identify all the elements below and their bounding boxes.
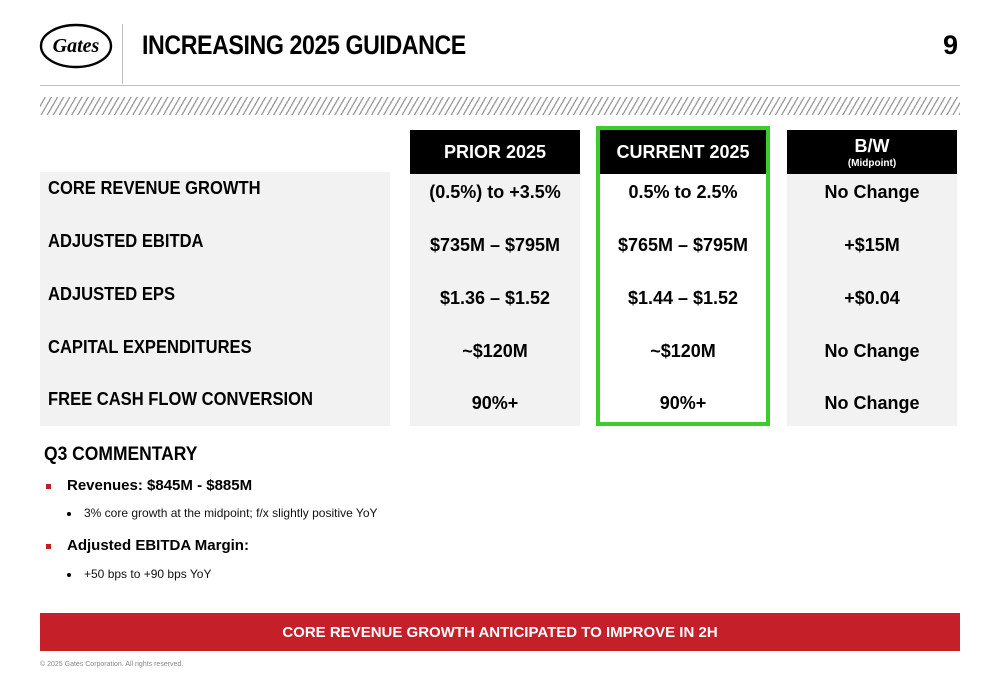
cell-bw-capital-expenditures: No Change [824, 341, 920, 361]
cell-prior-adjusted-eps: $1.36 – $1.52 [439, 288, 551, 308]
column-header-prior-2025: PRIOR 2025 [410, 130, 580, 174]
bullet-dot-icon [67, 573, 71, 577]
row-label-core-revenue-growth: CORE REVENUE GROWTH [48, 178, 261, 198]
column-current-2025: CURRENT 2025 0.5% to 2.5% $765M – $795M … [596, 126, 770, 426]
red-square-bullet-icon [46, 484, 51, 489]
cell-bw-adjusted-ebitda: +$15M [844, 235, 900, 255]
cell-bw-free-cash-flow-conversion: No Change [824, 393, 920, 413]
column-body: (0.5%) to +3.5% $735M – $795M $1.36 – $1… [410, 174, 580, 426]
page-number: 9 [942, 30, 958, 60]
header-rule [40, 85, 960, 86]
column-header-current-2025: CURRENT 2025 [600, 130, 766, 174]
cell-bw-adjusted-eps: +$0.04 [844, 288, 900, 308]
cell-prior-adjusted-ebitda: $735M – $795M [429, 235, 561, 255]
column-header-label: PRIOR 2025 [443, 141, 547, 162]
row-label-free-cash-flow-conversion: FREE CASH FLOW CONVERSION [48, 389, 313, 409]
cell-prior-free-cash-flow-conversion: 90%+ [471, 393, 519, 413]
cell-current-adjusted-eps: $1.44 – $1.52 [627, 288, 739, 308]
commentary-revenues-detail: 3% core growth at the midpoint; f/x slig… [84, 506, 378, 520]
banner-text: CORE REVENUE GROWTH ANTICIPATED TO IMPRO… [282, 623, 718, 641]
row-label-adjusted-ebitda: ADJUSTED EBITDA [48, 231, 204, 251]
cell-current-core-revenue-growth: 0.5% to 2.5% [628, 182, 738, 202]
gates-logo-mark: Gates [39, 23, 113, 69]
cell-current-free-cash-flow-conversion: 90%+ [659, 393, 707, 413]
svg-text:Gates: Gates [53, 35, 100, 57]
hatch-divider [40, 97, 960, 115]
commentary-revenues: Revenues: $845M - $885M [67, 477, 253, 494]
cell-prior-capital-expenditures: ~$120M [462, 341, 528, 361]
column-header-label: B/W [854, 135, 890, 156]
commentary-ebitda-margin-detail: +50 bps to +90 bps YoY [84, 567, 212, 581]
cell-bw-core-revenue-growth: No Change [824, 182, 920, 202]
cell-current-adjusted-ebitda: $765M – $795M [617, 235, 749, 255]
column-prior-2025: PRIOR 2025 (0.5%) to +3.5% $735M – $795M… [410, 130, 580, 426]
column-header-sublabel: (Midpoint) [847, 157, 897, 169]
header-divider [122, 24, 123, 84]
column-bw-midpoint: B/W (Midpoint) No Change +$15M +$0.04 No… [787, 130, 957, 426]
column-body: No Change +$15M +$0.04 No Change No Chan… [787, 174, 957, 426]
row-labels-panel [40, 172, 390, 426]
gates-logo: Gates [38, 22, 114, 70]
cell-prior-core-revenue-growth: (0.5%) to +3.5% [429, 182, 561, 202]
key-message-banner: CORE REVENUE GROWTH ANTICIPATED TO IMPRO… [40, 613, 960, 651]
cell-current-capital-expenditures: ~$120M [650, 341, 716, 361]
commentary-title: Q3 COMMENTARY [44, 444, 198, 465]
column-body: 0.5% to 2.5% $765M – $795M $1.44 – $1.52… [600, 174, 766, 422]
row-label-adjusted-eps: ADJUSTED EPS [48, 284, 176, 304]
red-square-bullet-icon [46, 544, 51, 549]
row-label-capital-expenditures: CAPITAL EXPENDITURES [48, 337, 252, 357]
column-header-bw: B/W (Midpoint) [787, 130, 957, 174]
copyright-footer: © 2025 Gates Corporation. All rights res… [40, 661, 184, 668]
page-title: INCREASING 2025 GUIDANCE [142, 30, 466, 60]
bullet-dot-icon [67, 512, 71, 516]
column-header-label: CURRENT 2025 [616, 141, 750, 162]
commentary-ebitda-margin: Adjusted EBITDA Margin: [67, 537, 249, 554]
